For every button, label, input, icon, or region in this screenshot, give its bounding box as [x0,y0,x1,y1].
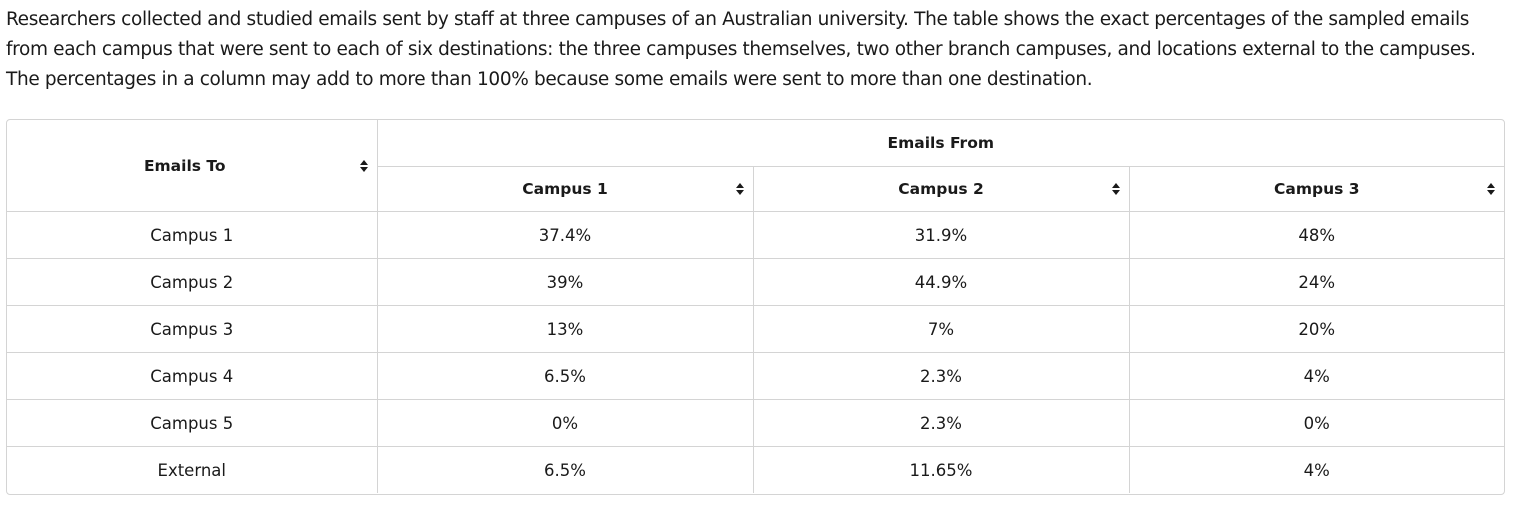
table-cell: 4% [1128,352,1504,400]
table-cell: 39% [376,258,754,306]
intro-paragraph: Researchers collected and studied emails… [6,9,1476,90]
column-header-campus-2[interactable]: Campus 2 [752,166,1130,212]
row-label: External [7,446,378,493]
table-cell: 31.9% [752,211,1130,259]
table-cell: 13% [376,305,754,353]
sort-icon[interactable] [1487,183,1496,195]
table-cell: 0% [376,399,754,447]
row-label: Campus 4 [7,352,378,400]
row-label: Campus 5 [7,399,378,447]
table-row: Campus 4 6.5% 2.3% 4% [7,352,1504,400]
group-header-emails-from: Emails From [376,120,1504,167]
table-row: Campus 1 37.4% 31.9% 48% [7,211,1504,259]
column-header-label: Campus 1 [522,180,608,198]
table-cell: 2.3% [752,352,1130,400]
table-cell: 2.3% [752,399,1130,447]
table-cell: 6.5% [376,446,754,493]
table-row: Campus 5 0% 2.3% 0% [7,399,1504,447]
sort-icon[interactable] [735,183,744,195]
column-header-emails-to[interactable]: Emails To [7,120,378,212]
sort-icon[interactable] [359,159,368,172]
row-label: Campus 2 [7,258,378,306]
table-row: Campus 3 13% 7% 20% [7,305,1504,353]
group-header-label: Emails From [887,134,995,152]
table-row: Campus 2 39% 44.9% 24% [7,258,1504,306]
table-cell: 48% [1128,211,1504,259]
row-label: Campus 1 [7,211,378,259]
column-header-label: Campus 2 [898,180,984,198]
table-cell: 24% [1128,258,1504,306]
sort-icon[interactable] [1111,183,1120,195]
table-row: External 6.5% 11.65% 4% [7,446,1504,493]
column-header-campus-1[interactable]: Campus 1 [377,166,754,212]
data-table: Emails To Emails From Campus 1 C [7,120,1504,493]
email-destination-table: Emails To Emails From Campus 1 C [6,119,1505,495]
table-cell: 4% [1128,446,1504,493]
table-cell: 6.5% [376,352,754,400]
table-cell: 11.65% [752,446,1130,493]
table-cell: 20% [1128,305,1504,353]
table-cell: 7% [752,305,1130,353]
table-cell: 44.9% [752,258,1130,306]
column-header-label: Campus 3 [1274,180,1360,198]
table-cell: 0% [1128,399,1504,447]
row-label: Campus 3 [7,305,378,353]
column-header-campus-3[interactable]: Campus 3 [1128,166,1504,212]
column-header-label: Emails To [143,156,226,175]
table-cell: 37.4% [376,211,754,259]
